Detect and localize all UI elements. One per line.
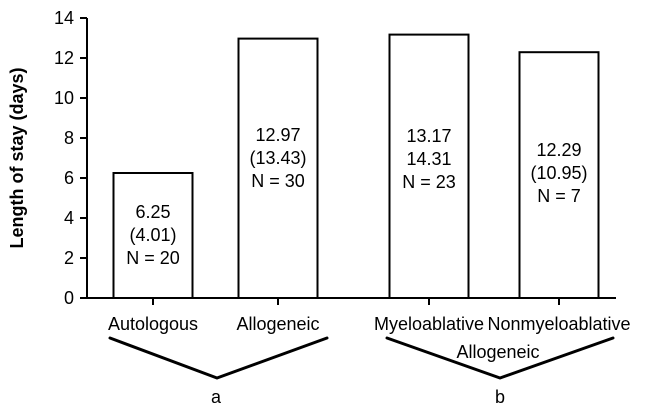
grouping-subtitle-b: Allogeneic	[456, 342, 539, 362]
bar-data-label: N = 7	[537, 186, 581, 206]
bar-data-label: (10.95)	[530, 163, 587, 183]
bar-data-label: N = 23	[402, 172, 456, 192]
axis-group: Length of stay (days) 0 2 4 6 8 10 12 14	[7, 8, 616, 308]
bar	[388, 33, 470, 299]
category-labels-group: Autologous Allogeneic Myeloablative Nonmyel…	[108, 314, 631, 334]
bar-data-label: 6.25	[135, 202, 170, 222]
bar-data-label: (4.01)	[129, 225, 176, 245]
x-category-label: Autologous	[108, 314, 198, 334]
y-tick-label: 6	[64, 168, 74, 188]
grouping-bracket-b	[385, 336, 615, 380]
bar	[518, 51, 600, 300]
bar-data-label: 14.31	[406, 149, 451, 169]
y-tick-label: 0	[64, 288, 74, 308]
y-tick-label: 12	[54, 48, 74, 68]
y-tick-label: 4	[64, 208, 74, 228]
bar-data-label: 13.17	[406, 126, 451, 146]
y-tick-label: 2	[64, 248, 74, 268]
x-category-label: Nonmyeloablative	[487, 314, 630, 334]
grouping-label-a: a	[211, 387, 222, 407]
x-category-label: Myeloablative	[374, 314, 484, 334]
bar-labels-group: 6.25 (4.01) N = 20 12.97 (13.43) N = 30 13.17 1…	[126, 125, 587, 268]
y-tick-label: 14	[54, 8, 74, 28]
bar	[112, 172, 194, 299]
bar-data-label: 12.29	[536, 140, 581, 160]
bar-data-label: 12.97	[255, 125, 300, 145]
y-tick-label: 8	[64, 128, 74, 148]
bar-data-label: (13.43)	[249, 148, 306, 168]
bar-data-label: N = 30	[251, 171, 305, 191]
y-tick-label: 10	[54, 88, 74, 108]
bar	[237, 37, 319, 299]
brackets-group: a Allogeneic b	[108, 336, 615, 407]
y-axis-title: Length of stay (days)	[7, 67, 27, 248]
bars-group	[112, 33, 600, 300]
bar-data-label: N = 20	[126, 248, 180, 268]
grouping-bracket-a	[108, 336, 329, 380]
x-category-label: Allogeneic	[236, 314, 319, 334]
grouping-label-b: b	[495, 387, 505, 407]
